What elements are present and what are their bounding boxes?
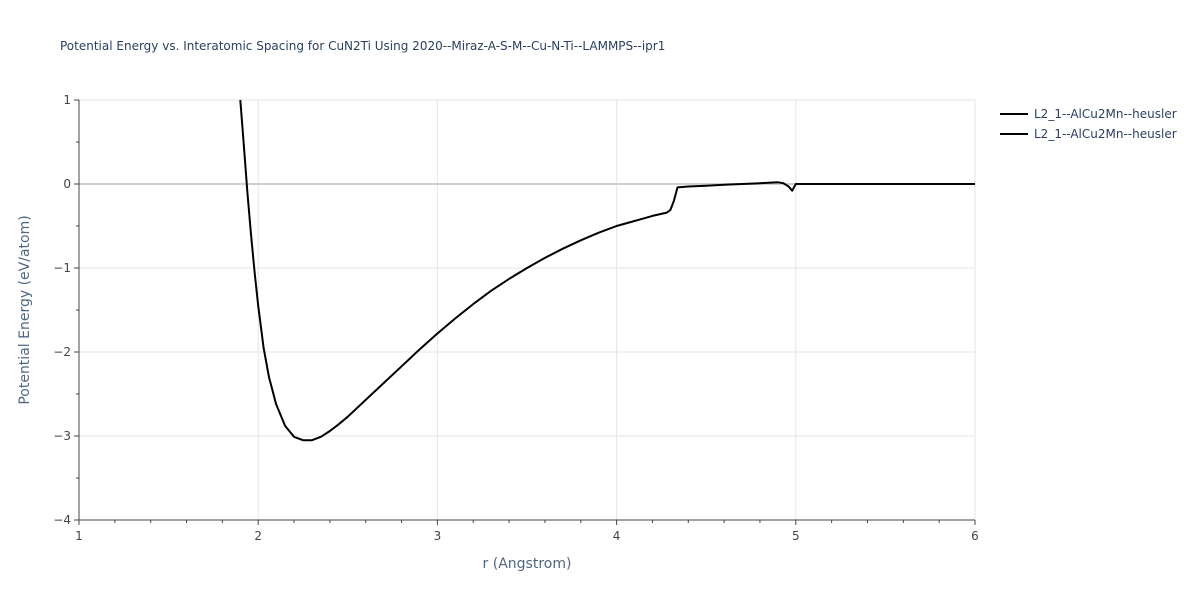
series-layer	[239, 99, 975, 442]
y-tick-label: −4	[53, 513, 71, 527]
x-tick-label: 5	[792, 529, 800, 543]
grid	[79, 99, 976, 520]
x-tick-label: 1	[75, 529, 83, 543]
legend-label-1: L2_1--AlCu2Mn--heusler	[1034, 107, 1177, 121]
y-axis-label: Potential Energy (eV/atom)	[17, 215, 33, 404]
legend-label-2: L2_1--AlCu2Mn--heusler	[1034, 127, 1177, 141]
x-tick-label: 4	[613, 529, 621, 543]
x-tick-label: 6	[971, 529, 979, 543]
y-tick-label: 1	[63, 93, 71, 107]
chart-title: Potential Energy vs. Interatomic Spacing…	[60, 39, 665, 53]
x-axis-label: r (Angstrom)	[483, 556, 572, 572]
y-tick-label: 0	[63, 177, 71, 191]
x-tick-label: 3	[434, 529, 442, 543]
y-tick-label: −2	[53, 345, 71, 359]
y-tick-label: −3	[53, 429, 71, 443]
series-line-1	[239, 99, 975, 442]
axes: 1 2 3 4 5 6 1 0 −1 −2 −3 −4	[53, 93, 979, 543]
legend: L2_1--AlCu2Mn--heusler L2_1--AlCu2Mn--heu…	[1000, 107, 1177, 141]
y-tick-label: −1	[53, 261, 71, 275]
x-tick-label: 2	[254, 529, 262, 543]
